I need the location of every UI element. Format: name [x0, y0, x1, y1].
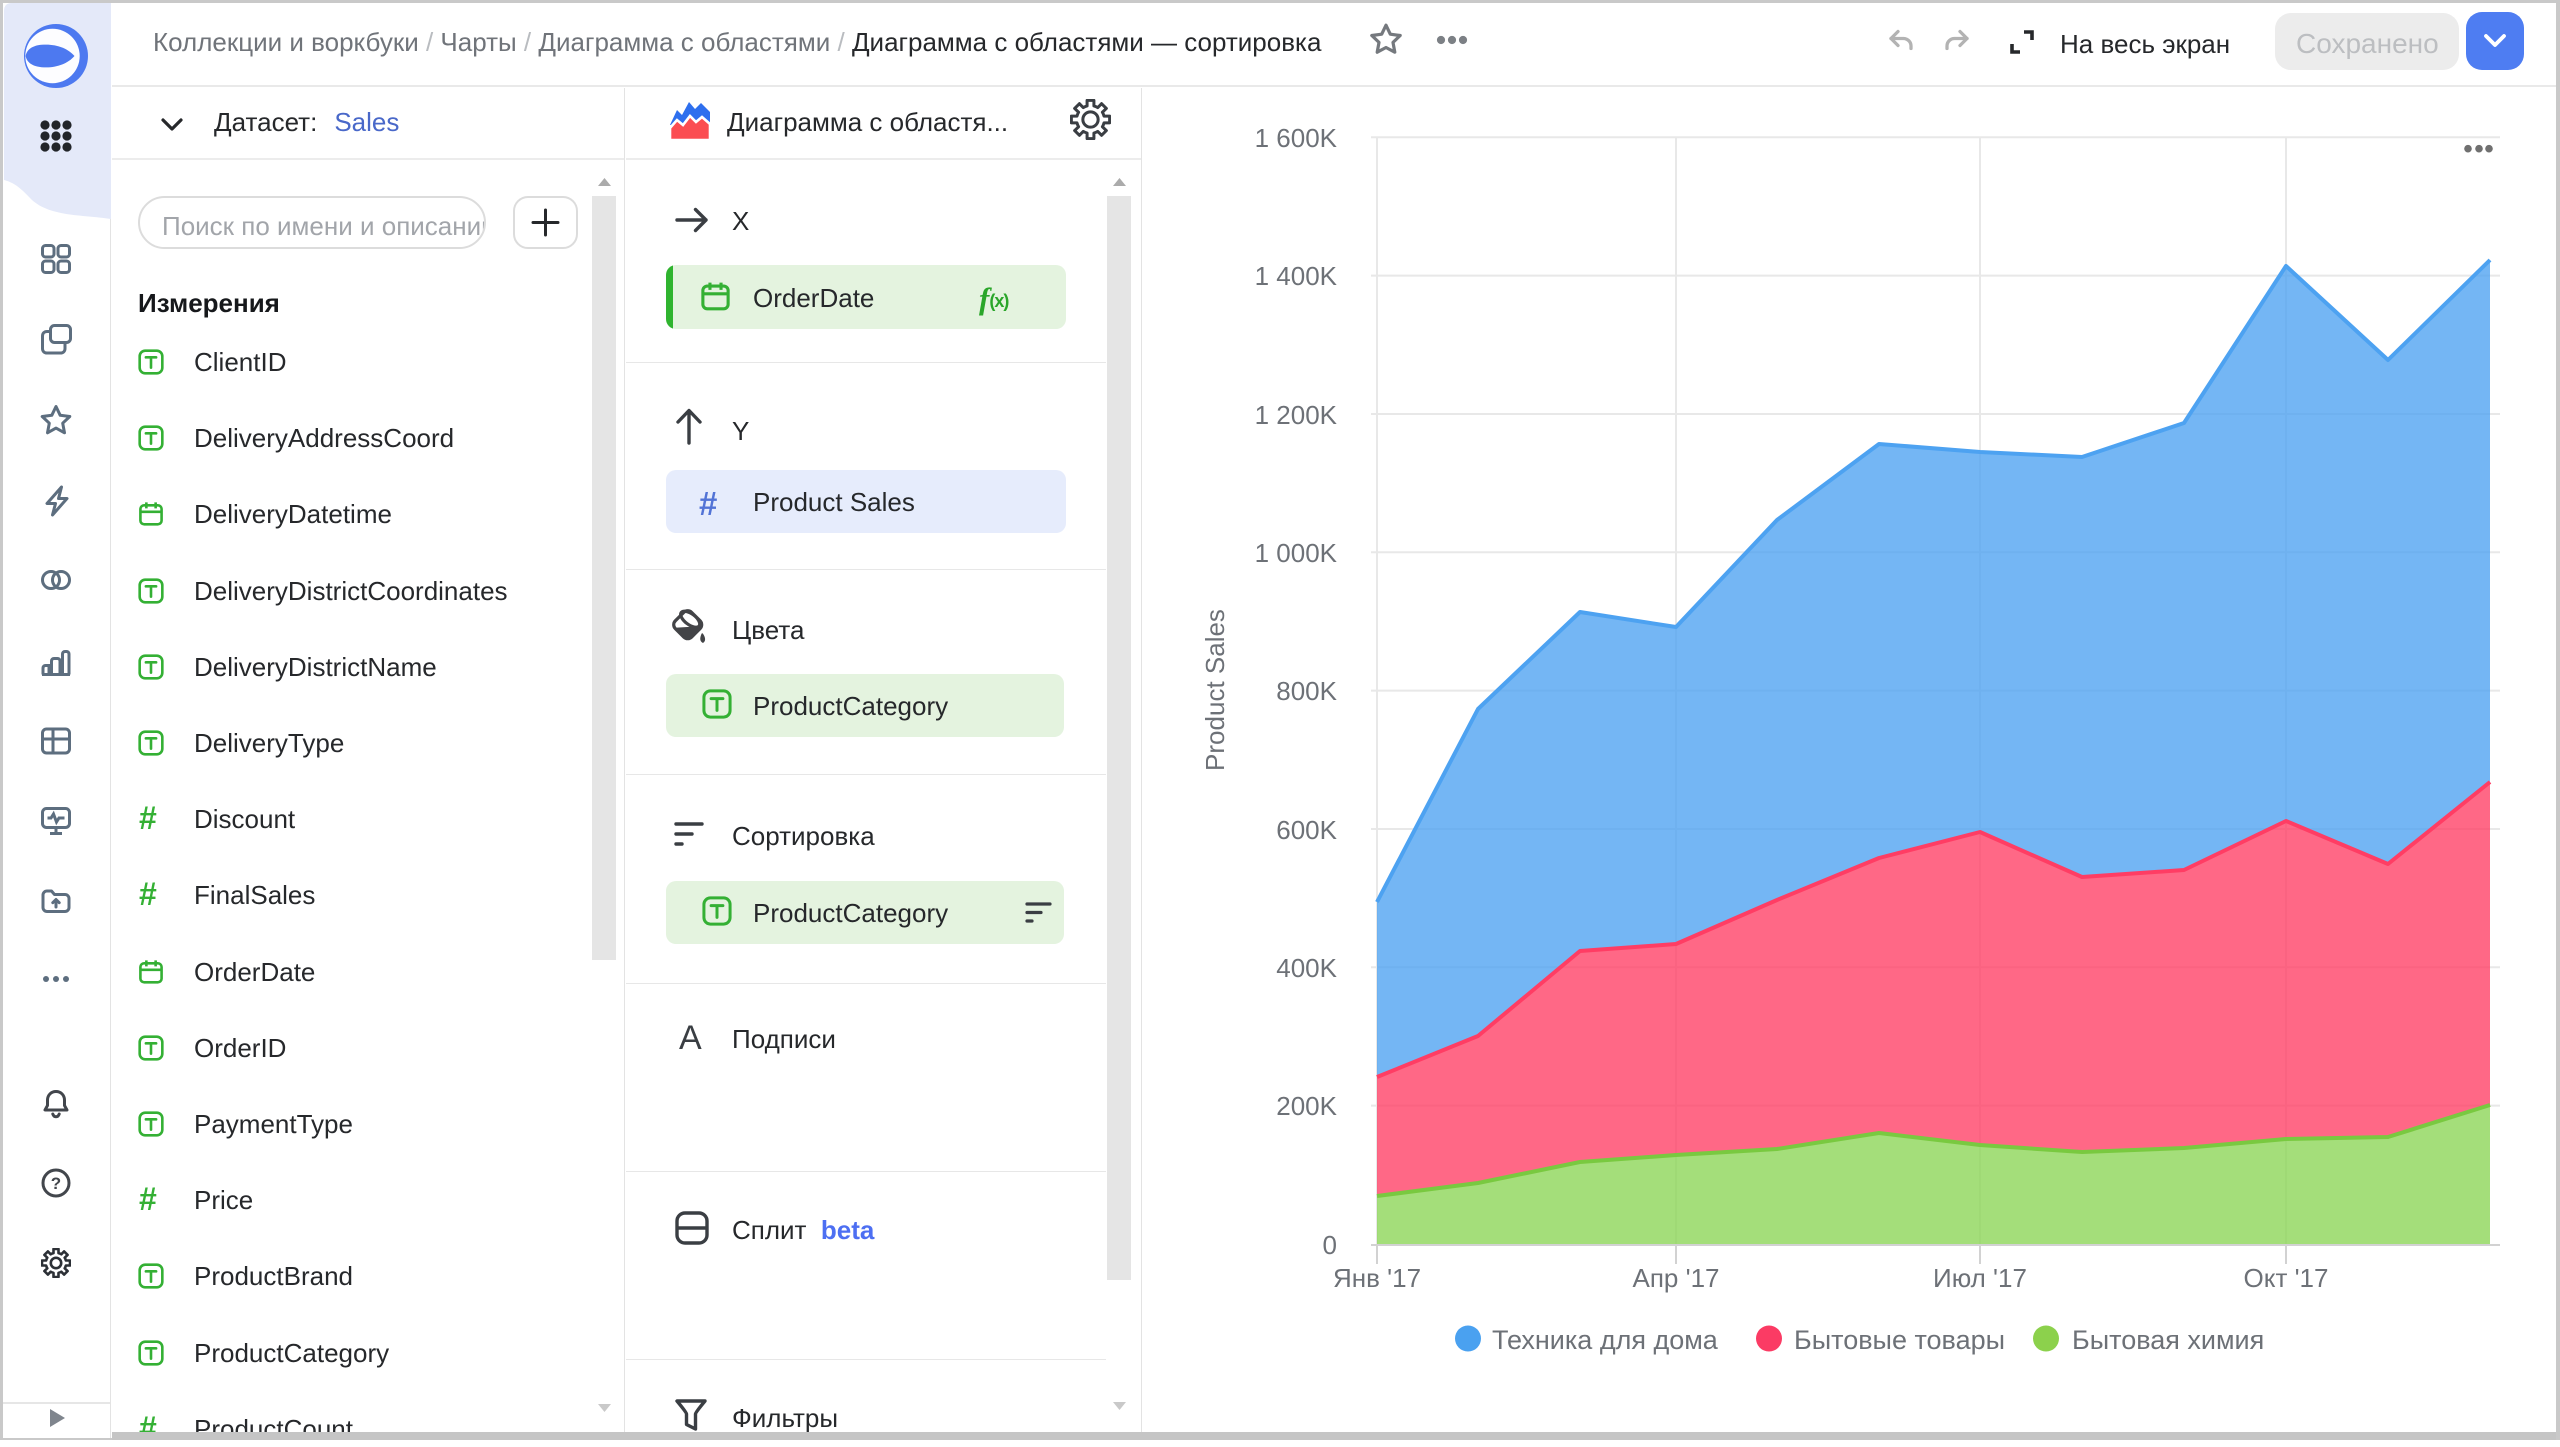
svg-text:Техника для дома: Техника для дома: [1492, 1325, 1719, 1355]
svg-text:0: 0: [1323, 1230, 1337, 1260]
svg-text:200K: 200K: [1276, 1091, 1337, 1121]
svg-text:Product Sales: Product Sales: [1200, 609, 1230, 771]
svg-text:Апр '17: Апр '17: [1633, 1263, 1720, 1293]
svg-text:1 600K: 1 600K: [1255, 123, 1338, 153]
svg-text:1 000K: 1 000K: [1255, 538, 1338, 568]
svg-text:1 400K: 1 400K: [1255, 261, 1338, 291]
svg-text:Бытовые товары: Бытовые товары: [1794, 1325, 2005, 1355]
svg-text:Июл '17: Июл '17: [1933, 1263, 2027, 1293]
svg-text:Янв '17: Янв '17: [1333, 1263, 1421, 1293]
svg-text:?: ?: [51, 1174, 61, 1193]
svg-text:600K: 600K: [1276, 815, 1337, 845]
svg-text:400K: 400K: [1276, 953, 1337, 983]
svg-text:Бытовая химия: Бытовая химия: [2072, 1325, 2264, 1355]
svg-text:Окт '17: Окт '17: [2244, 1263, 2329, 1293]
svg-text:800K: 800K: [1276, 676, 1337, 706]
svg-text:1 200K: 1 200K: [1255, 400, 1338, 430]
